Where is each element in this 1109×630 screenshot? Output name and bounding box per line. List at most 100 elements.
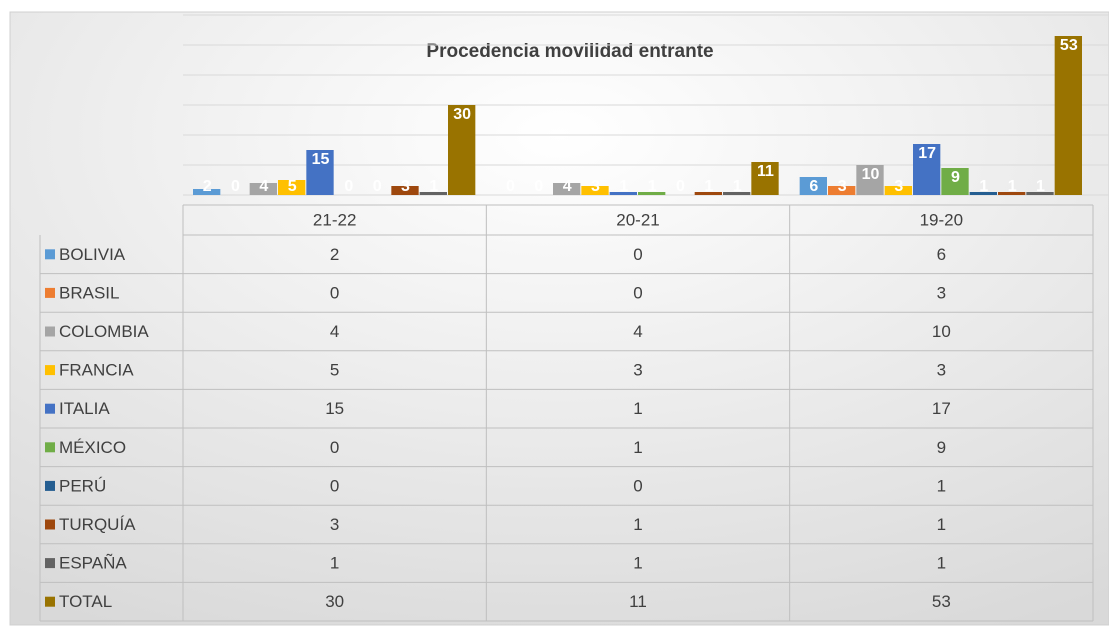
data-label: 1 bbox=[619, 178, 628, 195]
data-label: 4 bbox=[563, 178, 572, 195]
table-value: 1 bbox=[633, 515, 642, 534]
data-label: 0 bbox=[231, 178, 240, 195]
legend-swatch bbox=[45, 519, 55, 530]
bar bbox=[581, 186, 609, 195]
data-label: 1 bbox=[1008, 178, 1017, 195]
bar bbox=[448, 105, 476, 195]
data-label: 11 bbox=[757, 163, 774, 180]
legend-label: MÉXICO bbox=[59, 438, 126, 457]
data-label: 0 bbox=[373, 178, 382, 195]
table-value: 17 bbox=[932, 399, 951, 418]
table-value: 4 bbox=[633, 322, 642, 341]
bar bbox=[751, 162, 779, 195]
bar bbox=[638, 192, 666, 195]
data-label: 3 bbox=[894, 178, 903, 195]
legend-label: COLOMBIA bbox=[59, 322, 149, 341]
table-value: 1 bbox=[633, 399, 642, 418]
table-value: 3 bbox=[937, 361, 946, 380]
bar bbox=[856, 165, 884, 195]
bar bbox=[391, 186, 419, 195]
bar bbox=[969, 192, 997, 195]
table-value: 15 bbox=[325, 399, 344, 418]
legend-swatch bbox=[45, 365, 55, 376]
legend-swatch bbox=[45, 249, 55, 260]
data-label: 0 bbox=[676, 178, 685, 195]
legend-label: TOTAL bbox=[59, 592, 112, 611]
bar bbox=[723, 192, 751, 195]
legend-label: PERÚ bbox=[59, 476, 106, 495]
data-label: 3 bbox=[401, 178, 410, 195]
chart-background bbox=[9, 11, 1109, 626]
data-label: 0 bbox=[344, 178, 353, 195]
bar bbox=[278, 180, 306, 195]
table-value: 1 bbox=[937, 515, 946, 534]
legend-label: FRANCIA bbox=[59, 361, 134, 380]
table-value: 5 bbox=[330, 361, 339, 380]
x-tick-label: 20-21 bbox=[616, 210, 659, 229]
table-value: 0 bbox=[330, 438, 339, 457]
table-value: 1 bbox=[937, 476, 946, 495]
legend-swatch bbox=[45, 558, 55, 569]
table-value: 1 bbox=[633, 438, 642, 457]
legend-swatch bbox=[45, 287, 55, 298]
data-label: 0 bbox=[506, 178, 515, 195]
data-label: 53 bbox=[1060, 37, 1078, 54]
bar bbox=[193, 189, 221, 195]
bar bbox=[553, 183, 581, 195]
data-label: 1 bbox=[979, 178, 988, 195]
table-value: 3 bbox=[330, 515, 339, 534]
legend-label: ITALIA bbox=[59, 399, 110, 418]
table-value: 3 bbox=[633, 361, 642, 380]
table-value: 2 bbox=[330, 245, 339, 264]
table-value: 30 bbox=[325, 592, 344, 611]
table-value: 4 bbox=[330, 322, 339, 341]
table-value: 0 bbox=[633, 245, 642, 264]
legend-swatch bbox=[45, 596, 55, 607]
table-value: 11 bbox=[629, 592, 647, 611]
legend-label: BOLIVIA bbox=[59, 245, 126, 264]
legend-swatch bbox=[45, 326, 55, 337]
bar bbox=[941, 168, 969, 195]
data-label: 3 bbox=[838, 178, 847, 195]
legend-label: TURQUÍA bbox=[59, 515, 136, 534]
data-label: 15 bbox=[312, 151, 330, 168]
x-tick-label: 21-22 bbox=[313, 210, 356, 229]
table-value: 0 bbox=[633, 283, 642, 302]
data-label: 1 bbox=[429, 178, 438, 195]
bar bbox=[998, 192, 1026, 195]
data-label: 2 bbox=[203, 178, 212, 195]
chart-title: Procedencia movilidad entrante bbox=[426, 41, 713, 62]
data-label: 1 bbox=[733, 178, 742, 195]
bar bbox=[1026, 192, 1054, 195]
bar bbox=[419, 192, 447, 195]
bar bbox=[799, 177, 827, 195]
bar bbox=[249, 183, 277, 195]
legend-swatch bbox=[45, 403, 55, 414]
data-label: 1 bbox=[704, 178, 713, 195]
data-label: 10 bbox=[862, 166, 880, 183]
bar bbox=[913, 144, 941, 195]
data-label: 9 bbox=[951, 169, 960, 186]
legend-swatch bbox=[45, 480, 55, 491]
data-label: 4 bbox=[259, 178, 268, 195]
bar bbox=[609, 192, 637, 195]
data-label: 30 bbox=[453, 106, 471, 123]
data-label: 0 bbox=[534, 178, 543, 195]
table-value: 10 bbox=[932, 322, 951, 341]
data-label: 3 bbox=[591, 178, 600, 195]
table-value: 1 bbox=[633, 554, 642, 573]
table-value: 0 bbox=[330, 476, 339, 495]
bar bbox=[1054, 36, 1082, 195]
table-value: 0 bbox=[330, 283, 339, 302]
legend-label: BRASIL bbox=[59, 283, 119, 302]
table-value: 0 bbox=[633, 476, 642, 495]
table-value: 6 bbox=[937, 245, 946, 264]
table-value: 3 bbox=[937, 283, 946, 302]
table-value: 1 bbox=[937, 554, 946, 573]
legend-label: ESPAÑA bbox=[59, 554, 127, 573]
bar bbox=[884, 186, 912, 195]
data-label: 1 bbox=[648, 178, 657, 195]
x-tick-label: 19-20 bbox=[920, 210, 963, 229]
bar bbox=[828, 186, 856, 195]
